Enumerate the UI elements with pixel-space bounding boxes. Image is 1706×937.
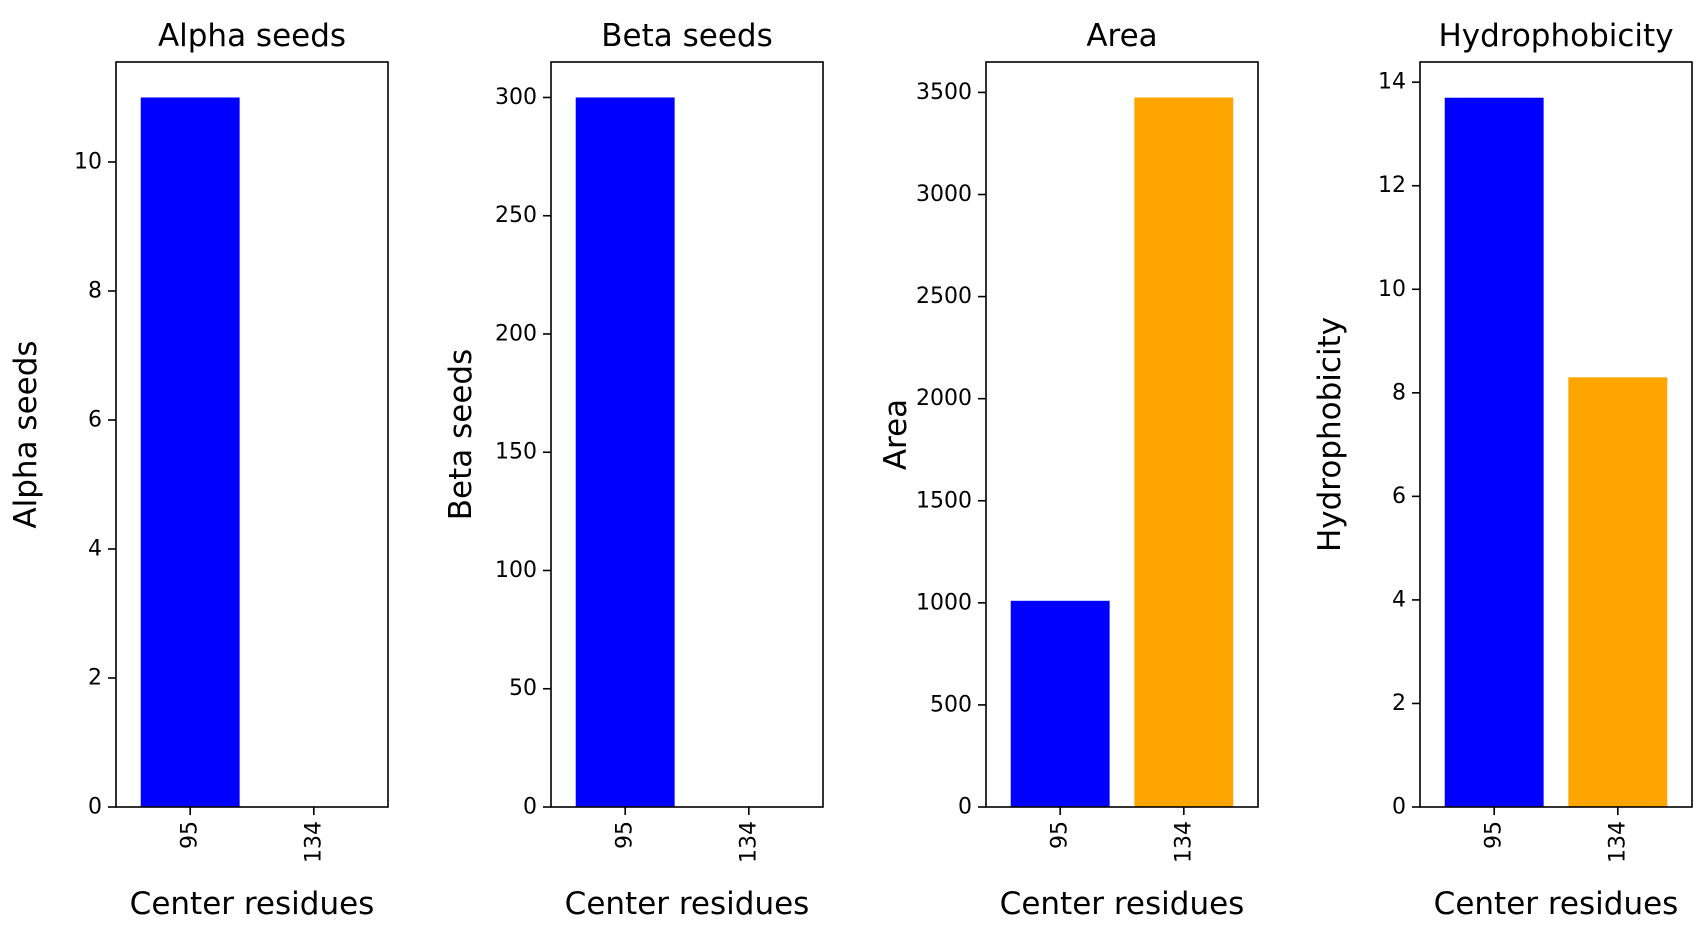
y-tick-label: 300 xyxy=(495,85,537,110)
y-tick-label: 2500 xyxy=(916,284,972,309)
y-axis-label: Area xyxy=(878,399,914,470)
y-axis-label: Hydrophobicity xyxy=(1312,317,1348,552)
x-tick-label: 134 xyxy=(1171,821,1196,863)
x-axis-label: Center residues xyxy=(130,886,375,922)
x-tick-label: 95 xyxy=(1482,821,1507,849)
y-tick-label: 12 xyxy=(1378,173,1406,198)
chart-title: Alpha seeds xyxy=(158,18,346,54)
plot-frame xyxy=(550,61,824,808)
y-tick-label: 100 xyxy=(495,558,537,583)
y-tick-label: 2 xyxy=(88,665,102,690)
y-tick-label: 200 xyxy=(495,321,537,346)
bar-95 xyxy=(575,97,675,808)
chart-title: Beta seeds xyxy=(601,18,772,54)
y-tick-label: 0 xyxy=(1392,795,1406,820)
bar-134 xyxy=(1134,97,1234,807)
chart-title: Hydrophobicity xyxy=(1438,18,1673,54)
y-tick-label: 1000 xyxy=(916,590,972,615)
y-tick-label: 500 xyxy=(930,692,972,717)
y-tick-label: 150 xyxy=(495,440,537,465)
plot-frame xyxy=(1419,61,1693,808)
x-tick-label: 95 xyxy=(1048,821,1073,849)
y-axis-label: Alpha seeds xyxy=(8,340,44,528)
x-tick-label: 95 xyxy=(178,821,203,849)
x-tick-label: 134 xyxy=(301,821,326,863)
plot-frame xyxy=(985,61,1259,808)
y-tick-label: 0 xyxy=(523,795,537,820)
bar-95 xyxy=(140,97,240,808)
x-axis-label: Center residues xyxy=(1434,886,1679,922)
y-tick-label: 10 xyxy=(74,149,102,174)
bar-95 xyxy=(1010,600,1110,807)
y-tick-label: 10 xyxy=(1378,277,1406,302)
y-tick-label: 3500 xyxy=(916,80,972,105)
y-tick-label: 6 xyxy=(1392,484,1406,509)
y-tick-label: 14 xyxy=(1378,70,1406,95)
y-tick-label: 2 xyxy=(1392,691,1406,716)
y-tick-label: 250 xyxy=(495,203,537,228)
y-tick-label: 8 xyxy=(88,278,102,303)
y-tick-label: 0 xyxy=(958,795,972,820)
y-tick-label: 0 xyxy=(88,795,102,820)
bar-134 xyxy=(1568,377,1668,807)
y-tick-label: 4 xyxy=(1392,587,1406,612)
x-tick-label: 95 xyxy=(613,821,638,849)
bar-95 xyxy=(1444,97,1544,808)
x-tick-label: 134 xyxy=(1605,821,1630,863)
y-tick-label: 2000 xyxy=(916,386,972,411)
y-tick-label: 1500 xyxy=(916,488,972,513)
chart-title: Area xyxy=(1086,18,1157,54)
x-axis-label: Center residues xyxy=(565,886,810,922)
y-tick-label: 8 xyxy=(1392,380,1406,405)
x-axis-label: Center residues xyxy=(1000,886,1245,922)
plot-frame xyxy=(115,61,389,808)
x-tick-label: 134 xyxy=(736,821,761,863)
y-tick-label: 50 xyxy=(509,676,537,701)
y-axis-label: Beta seeds xyxy=(443,349,479,520)
y-tick-label: 6 xyxy=(88,407,102,432)
y-tick-label: 4 xyxy=(88,536,102,561)
y-tick-label: 3000 xyxy=(916,182,972,207)
